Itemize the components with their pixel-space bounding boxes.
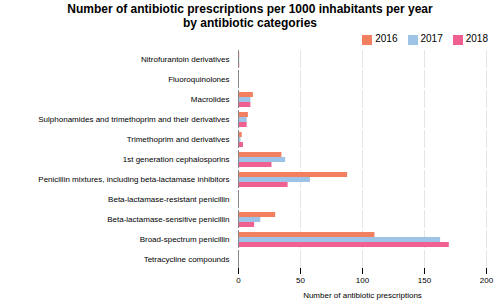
html-text:Number of antibiotic prescript: Number of antibiotic prescriptions per 1… <box>67 2 433 30</box>
svg-text:Fluoroquinolones: Fluoroquinolones <box>168 75 229 84</box>
svg-text:Macrolides: Macrolides <box>191 95 230 104</box>
html-text:2017: 2017 <box>420 33 443 45</box>
svg-text:Penicillin mixtures, including: Penicillin mixtures, including beta-lact… <box>38 175 229 184</box>
svg-text:Number of antibiotic prescript: Number of antibiotic prescriptions <box>303 291 422 300</box>
svg-text:200: 200 <box>480 276 494 285</box>
svg-text:Beta-lactamase-sensitive penic: Beta-lactamase-sensitive penicillin <box>107 215 229 224</box>
svg-text:Tetracycline compounds: Tetracycline compounds <box>144 255 230 264</box>
svg-text:100: 100 <box>356 276 370 285</box>
svg-text:Nitrofurantoin derivatives: Nitrofurantoin derivatives <box>141 55 229 64</box>
svg-text:Trimethoprim and derivatives: Trimethoprim and derivatives <box>127 135 230 144</box>
svg-text:1st generation cephalosporins: 1st generation cephalosporins <box>123 155 230 164</box>
svg-text:Broad-spectrum penicillin: Broad-spectrum penicillin <box>140 235 230 244</box>
svg-text:150: 150 <box>418 276 432 285</box>
html-text:2018: 2018 <box>465 33 488 45</box>
svg-text:0: 0 <box>236 276 241 285</box>
svg-text:Beta-lactamase-resistant penic: Beta-lactamase-resistant penicillin <box>108 195 229 204</box>
svg-text:Sulphonamides and trimethoprim: Sulphonamides and trimethoprim and their… <box>38 115 229 124</box>
svg-text:50: 50 <box>296 276 305 285</box>
html-text:2016: 2016 <box>375 33 398 45</box>
